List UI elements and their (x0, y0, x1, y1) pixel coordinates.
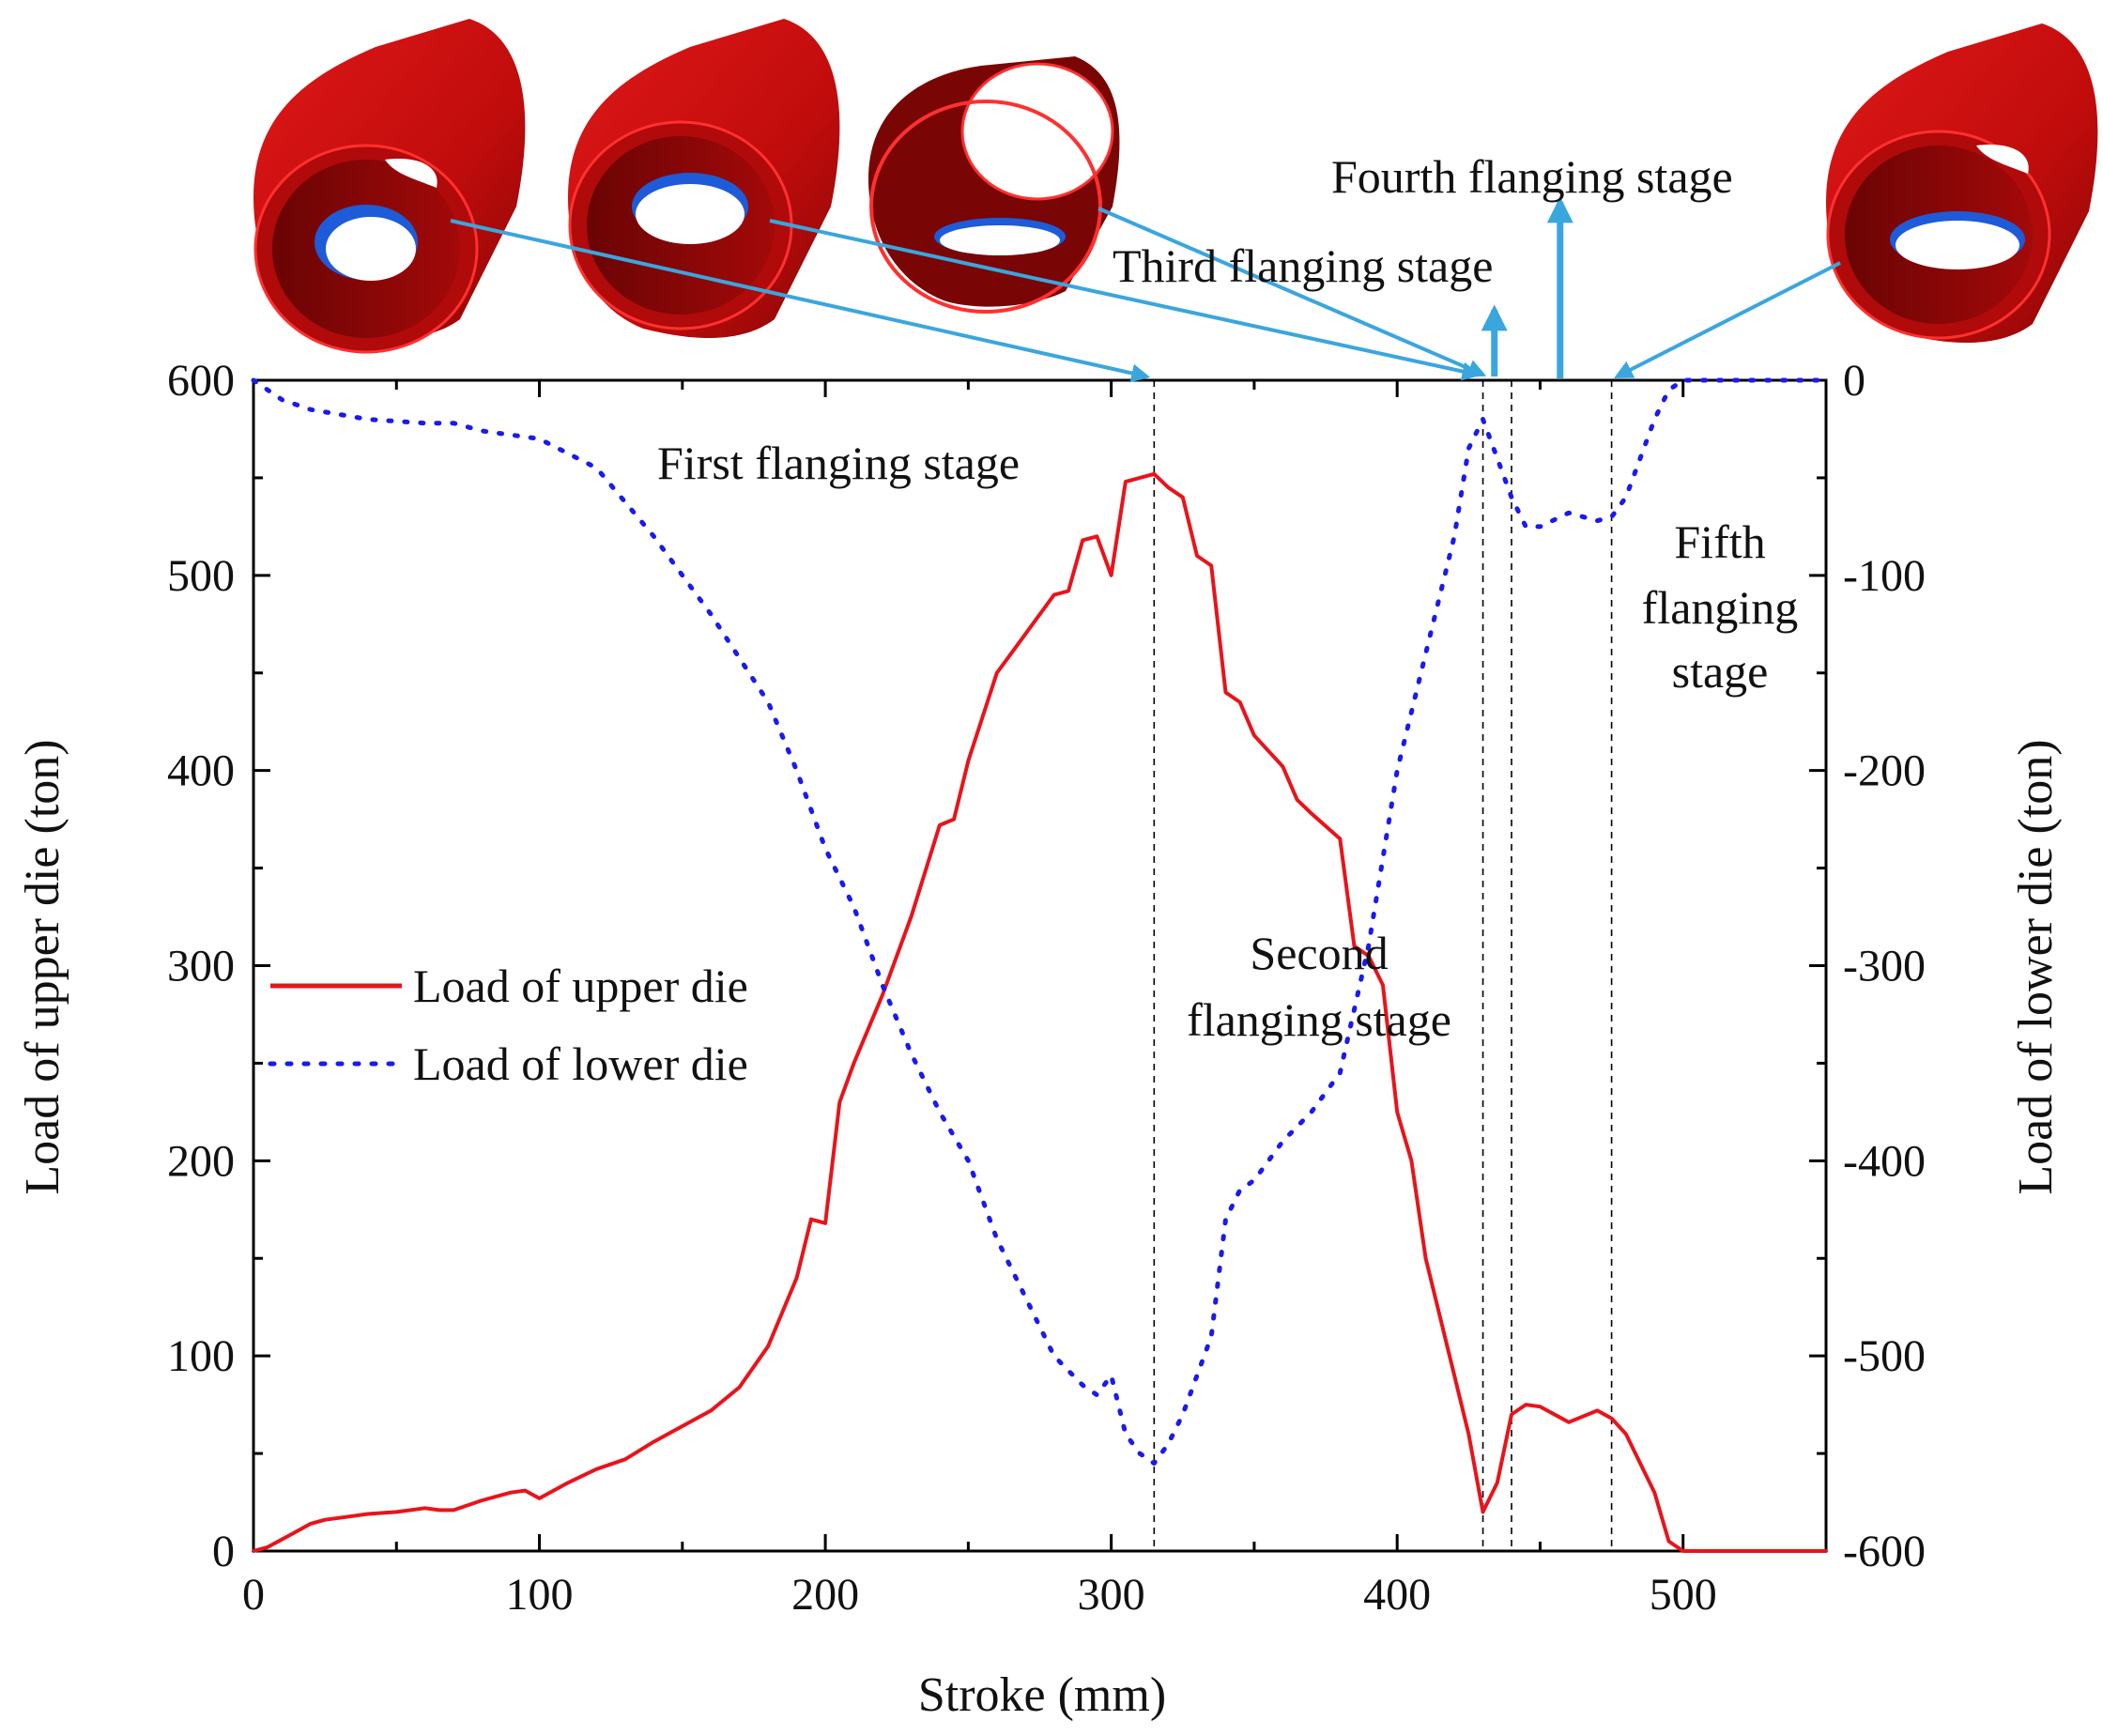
y-tick-label: 500 (167, 551, 235, 601)
x-axis-label: Stroke (mm) (918, 1668, 1166, 1722)
y-tick-label: 400 (167, 746, 235, 796)
y-tick-label: 300 (167, 942, 235, 991)
annot-second-stage-line1: Second (1250, 927, 1388, 979)
annot-third-stage: Third flanging stage (1113, 239, 1493, 292)
y2-tick-label: -400 (1843, 1136, 1926, 1186)
annot-fifth-stage-line1: Fifth (1674, 515, 1765, 568)
series-upper-die-line (252, 471, 1828, 1553)
x-tick-label: 0 (242, 1570, 265, 1620)
y-axis-label: Load of upper die (ton) (16, 739, 69, 1194)
y2-tick-label: -200 (1843, 746, 1926, 796)
legend-label-lower: Load of lower die (413, 1037, 748, 1090)
y-tick-label: 200 (167, 1136, 235, 1186)
legend-label-upper: Load of upper die (413, 960, 748, 1012)
legend: Load of upper die Load of lower die (268, 960, 748, 1090)
y2-tick-label: -100 (1843, 551, 1926, 601)
series-lower-die-line (251, 377, 1829, 1466)
tube-image-1 (253, 19, 526, 354)
x-tick-label: 200 (791, 1570, 859, 1620)
y-tick-label: 100 (167, 1331, 235, 1381)
annot-second-stage-line2: flanging stage (1187, 993, 1451, 1046)
annot-fifth-stage-line3: stage (1672, 645, 1769, 698)
y2-tick-label: -600 (1843, 1527, 1926, 1576)
y-tick-label: 0 (212, 1527, 235, 1576)
arrow-first-stage (450, 219, 1151, 383)
arrow-second-stage (769, 219, 1481, 381)
arrow-fifth-stage (1614, 261, 1841, 378)
y2-tick-label: -500 (1843, 1331, 1926, 1381)
x-tick-label: 100 (506, 1570, 574, 1620)
y-tick-label: 600 (167, 356, 235, 406)
x-tick-label: 400 (1363, 1570, 1431, 1620)
arrow-third-stage-image (1098, 207, 1487, 377)
tube-images (253, 19, 2098, 354)
annot-fourth-stage: Fourth flanging stage (1331, 150, 1733, 203)
annot-first-stage: First flanging stage (657, 437, 1020, 489)
x-tick-label: 500 (1650, 1570, 1717, 1620)
annot-fifth-stage-line2: flanging (1642, 581, 1799, 634)
x-tick-label: 300 (1078, 1570, 1145, 1620)
tube-image-2 (568, 19, 840, 338)
y2-tick-label: 0 (1843, 356, 1865, 406)
y2-tick-label: -300 (1843, 942, 1926, 991)
tube-image-4 (1826, 23, 2098, 343)
y2-axis-label: Load of lower die (ton) (2009, 739, 2063, 1194)
tube-image-3 (868, 56, 1120, 314)
